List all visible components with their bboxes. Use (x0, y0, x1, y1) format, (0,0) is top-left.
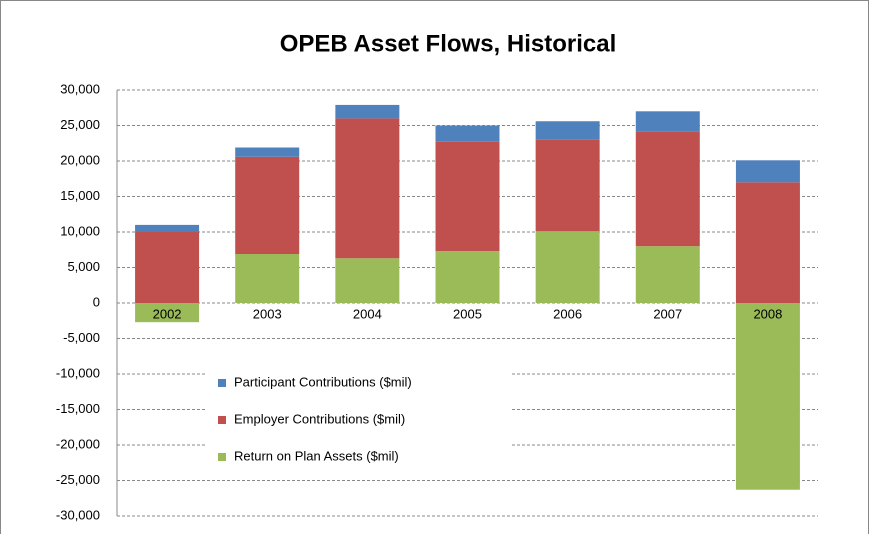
y-tick-label: 30,000 (60, 81, 100, 96)
legend-swatch (218, 379, 226, 387)
legend-box (205, 362, 510, 472)
x-tick-label: 2002 (153, 306, 182, 321)
bar (435, 251, 500, 303)
bar (735, 303, 800, 490)
bar (435, 125, 500, 142)
bar (735, 160, 800, 183)
x-tick-label: 2004 (353, 306, 382, 321)
y-tick-label: -10,000 (56, 365, 100, 380)
bar (535, 121, 600, 140)
bar (635, 111, 700, 132)
bar (235, 254, 300, 303)
y-tick-label: 25,000 (60, 117, 100, 132)
y-tick-label: -20,000 (56, 436, 100, 451)
legend-label: Participant Contributions ($mil) (234, 374, 412, 389)
y-tick-label: -30,000 (56, 507, 100, 522)
legend-swatch (218, 453, 226, 461)
x-tick-label: 2003 (253, 306, 282, 321)
bar (135, 303, 200, 323)
x-tick-label: 2005 (453, 306, 482, 321)
x-tick-label: 2007 (653, 306, 682, 321)
x-tick-label: 2006 (553, 306, 582, 321)
legend-swatch (218, 416, 226, 424)
bar (535, 139, 600, 232)
y-tick-label: 0 (93, 294, 100, 309)
y-tick-label: 20,000 (60, 152, 100, 167)
bar (635, 131, 700, 247)
y-tick-label: 5,000 (67, 259, 100, 274)
bar (435, 141, 500, 252)
bar (635, 246, 700, 303)
y-tick-label: -25,000 (56, 472, 100, 487)
y-tick-label: -5,000 (63, 330, 100, 345)
bar (535, 231, 600, 303)
legend-label: Employer Contributions ($mil) (234, 411, 405, 426)
bar (235, 156, 300, 255)
chart-title: OPEB Asset Flows, Historical (280, 30, 617, 57)
x-tick-label: 2008 (753, 306, 782, 321)
bar (335, 104, 400, 119)
y-tick-label: -15,000 (56, 401, 100, 416)
y-tick-label: 15,000 (60, 188, 100, 203)
bar (135, 224, 200, 232)
bar (335, 118, 400, 259)
y-tick-label: 10,000 (60, 223, 100, 238)
bar (735, 182, 800, 303)
legend-label: Return on Plan Assets ($mil) (234, 448, 399, 463)
bar (135, 232, 200, 303)
bar (235, 147, 300, 157)
bar (335, 258, 400, 303)
